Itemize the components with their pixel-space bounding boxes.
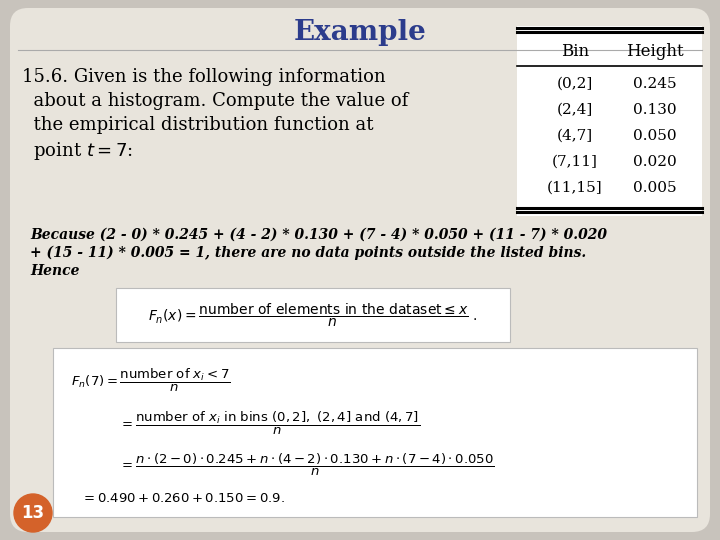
Text: Bin: Bin [561, 44, 589, 60]
Text: (7,11]: (7,11] [552, 155, 598, 169]
Text: 15.6. Given is the following information: 15.6. Given is the following information [22, 68, 386, 86]
Text: about a histogram. Compute the value of: about a histogram. Compute the value of [22, 92, 408, 110]
Text: Hence: Hence [30, 264, 79, 278]
Text: $= \dfrac{n\cdot(2-0)\cdot0.245+n\cdot(4-2)\cdot0.130+n\cdot(7-4)\cdot0.050}{n}$: $= \dfrac{n\cdot(2-0)\cdot0.245+n\cdot(4… [119, 452, 495, 478]
FancyBboxPatch shape [10, 8, 710, 532]
Circle shape [14, 494, 52, 532]
Text: point $t = 7$:: point $t = 7$: [22, 140, 133, 162]
Text: 0.020: 0.020 [633, 155, 677, 169]
Text: 0.245: 0.245 [633, 77, 677, 91]
Text: $= \dfrac{\mathrm{number\ of\ }x_i\ \mathrm{in\ bins\ }(0,2],\ (2,4]\ \mathrm{an: $= \dfrac{\mathrm{number\ of\ }x_i\ \mat… [119, 409, 420, 437]
FancyBboxPatch shape [116, 288, 510, 342]
Text: $F_n(7) = \dfrac{\mathrm{number\ of\ }x_i < 7}{n}$: $F_n(7) = \dfrac{\mathrm{number\ of\ }x_… [71, 366, 230, 394]
Text: (2,4]: (2,4] [557, 103, 593, 117]
Text: Because (2 - 0) * 0.245 + (4 - 2) * 0.130 + (7 - 4) * 0.050 + (11 - 7) * 0.020: Because (2 - 0) * 0.245 + (4 - 2) * 0.13… [30, 228, 607, 242]
Text: the empirical distribution function at: the empirical distribution function at [22, 116, 374, 134]
Text: (0,2]: (0,2] [557, 77, 593, 91]
Text: 0.005: 0.005 [633, 181, 677, 195]
Text: $= 0.490 + 0.260 + 0.150 = 0.9.$: $= 0.490 + 0.260 + 0.150 = 0.9.$ [81, 491, 285, 504]
Text: (4,7]: (4,7] [557, 129, 593, 143]
Text: (11,15]: (11,15] [547, 181, 603, 195]
Text: + (15 - 11) * 0.005 = 1, there are no data points outside the listed bins.: + (15 - 11) * 0.005 = 1, there are no da… [30, 246, 586, 260]
Text: $F_n(x) = \dfrac{\mathrm{number\ of\ elements\ in\ the\ dataset} \leq x}{n}\ .$: $F_n(x) = \dfrac{\mathrm{number\ of\ ele… [148, 301, 477, 329]
Text: Example: Example [294, 18, 426, 45]
Text: Height: Height [626, 44, 684, 60]
Text: 0.050: 0.050 [633, 129, 677, 143]
Text: 0.130: 0.130 [633, 103, 677, 117]
FancyBboxPatch shape [53, 348, 697, 517]
FancyBboxPatch shape [517, 26, 702, 216]
Text: 13: 13 [22, 504, 45, 522]
